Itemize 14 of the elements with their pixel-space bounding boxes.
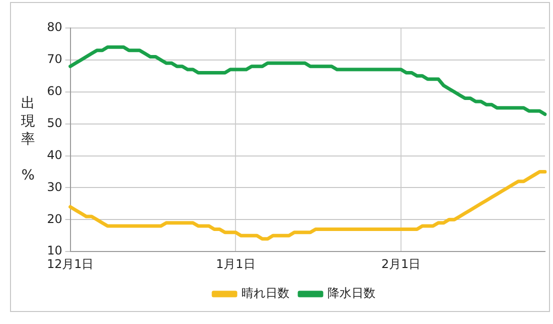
x-tick-label: 1月1日 bbox=[216, 256, 256, 271]
legend-label: 降水日数 bbox=[328, 286, 376, 300]
x-tick-label: 2月1日 bbox=[381, 256, 421, 271]
y-tick-label: 10 bbox=[46, 244, 62, 258]
y-tick-label: 60 bbox=[46, 84, 62, 98]
y-tick-label: 50 bbox=[46, 116, 62, 130]
x-tick-label: 12月1日 bbox=[46, 256, 94, 271]
y-tick-label: 80 bbox=[46, 20, 62, 34]
legend-label: 晴れ日数 bbox=[242, 286, 290, 300]
y-tick-label: 70 bbox=[46, 52, 62, 66]
y-tick-label: 30 bbox=[46, 180, 62, 194]
text: 出現率 % bbox=[21, 95, 35, 184]
y-tick-label: 20 bbox=[46, 212, 62, 226]
y-tick-label: 40 bbox=[46, 148, 62, 162]
